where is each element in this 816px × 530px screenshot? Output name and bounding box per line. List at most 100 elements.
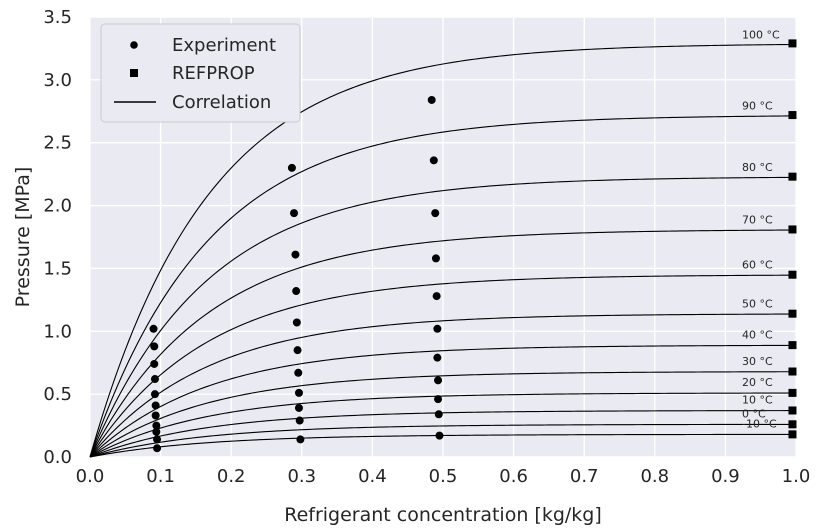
- x-tick-label: 0.9: [711, 466, 740, 487]
- curve-label: 80 °C: [742, 161, 773, 174]
- experiment-point: [292, 287, 301, 296]
- experiment-point: [431, 254, 440, 263]
- refprop-point: [788, 341, 797, 350]
- y-tick-label: 1.5: [43, 258, 72, 279]
- correlation-curve: [89, 344, 797, 458]
- y-tick-label: 1.0: [43, 321, 72, 342]
- experiment-point: [296, 435, 305, 444]
- refprop-point: [788, 406, 797, 415]
- experiment-point: [292, 318, 301, 327]
- curve-label: 70 °C: [742, 213, 773, 226]
- experiment-point: [294, 368, 303, 377]
- x-tick-label: 0.8: [640, 466, 669, 487]
- y-tick-labels: 0.0 0.5 1.0 1.5 2.0 2.5 3.0 3.5: [43, 7, 72, 468]
- experiment-point: [151, 411, 160, 420]
- curve-label: 100 °C: [742, 28, 780, 41]
- x-tick-label: 0.4: [358, 466, 387, 487]
- x-tick-label: 0.0: [76, 466, 105, 487]
- experiment-point: [293, 346, 302, 355]
- curve-label: 60 °C: [742, 259, 773, 272]
- curve-label: -10 °C: [742, 417, 777, 430]
- x-tick-label: 0.3: [287, 466, 316, 487]
- legend: Experiment REFPROP Correlation: [100, 23, 301, 123]
- curve-label: 30 °C: [742, 355, 773, 368]
- correlation-curve: [89, 410, 796, 458]
- legend-experiment-label: Experiment: [172, 35, 276, 56]
- refprop-point: [788, 39, 797, 48]
- correlation-curve: [89, 229, 797, 458]
- refprop-point: [788, 420, 797, 429]
- correlation-curve: [89, 313, 797, 458]
- refprop-points: [788, 39, 797, 439]
- experiment-point: [434, 410, 443, 419]
- x-tick-label: 0.7: [570, 466, 599, 487]
- curve-label: 20 °C: [742, 376, 773, 389]
- experiment-point: [294, 403, 303, 412]
- refprop-point: [788, 430, 797, 439]
- curve-labels: -10 °C0 °C10 °C 20 °C 30 °C 40 °C 50 °C 60 °C…: [742, 28, 780, 430]
- correlation-curves: [89, 43, 797, 458]
- experiment-point: [295, 416, 304, 425]
- legend-refprop-label: REFPROP: [172, 63, 255, 84]
- legend-refprop-marker: [130, 69, 138, 77]
- x-tick-label: 0.6: [499, 466, 528, 487]
- y-tick-label: 0.0: [43, 447, 72, 468]
- correlation-curve: [89, 274, 797, 458]
- correlation-curve: [89, 43, 797, 458]
- refprop-point: [788, 388, 797, 397]
- experiment-point: [287, 163, 296, 172]
- refprop-point: [788, 111, 797, 120]
- x-tick-label: 0.2: [217, 466, 246, 487]
- y-tick-label: 2.5: [43, 133, 72, 154]
- refprop-point: [788, 367, 797, 376]
- y-tick-label: 3.5: [43, 7, 72, 28]
- curve-label: 90 °C: [742, 100, 773, 113]
- experiment-point: [150, 342, 159, 351]
- experiment-point: [153, 444, 162, 453]
- experiment-point: [290, 209, 299, 218]
- correlation-curve: [89, 115, 797, 458]
- experiment-point: [433, 324, 442, 333]
- refprop-point: [788, 172, 797, 181]
- x-tick-label: 0.5: [429, 466, 458, 487]
- experiment-point: [433, 353, 442, 362]
- correlation-curve: [89, 371, 796, 458]
- x-tick-label: 1.0: [782, 466, 811, 487]
- experiment-point: [294, 388, 303, 397]
- experiment-point: [153, 435, 162, 444]
- correlation-curve: [89, 176, 797, 458]
- experiment-point: [435, 431, 444, 440]
- legend-correlation-label: Correlation: [172, 92, 271, 113]
- legend-experiment-marker: [130, 41, 138, 49]
- correlation-curve: [89, 423, 796, 458]
- correlation-curve: [89, 392, 797, 458]
- experiment-point: [427, 95, 436, 104]
- experiment-point: [151, 401, 160, 410]
- y-tick-label: 0.5: [43, 384, 72, 405]
- curve-label: 10 °C: [742, 394, 773, 407]
- x-axis-label: Refrigerant concentration [kg/kg]: [284, 504, 602, 526]
- experiment-point: [150, 375, 159, 384]
- refprop-point: [788, 309, 797, 318]
- experiment-point: [152, 421, 161, 430]
- curve-label: 50 °C: [742, 297, 773, 310]
- experiment-points: [149, 95, 444, 453]
- experiment-point: [291, 250, 300, 259]
- y-axis-label: Pressure [MPa]: [12, 167, 34, 308]
- x-tick-labels: 0.0 0.1 0.2 0.3 0.4 0.5 0.6 0.7 0.8 0.9 1.0: [76, 466, 811, 487]
- experiment-point: [150, 359, 159, 368]
- experiment-point: [149, 324, 158, 333]
- curve-label: 40 °C: [742, 329, 773, 342]
- experiment-point: [431, 209, 440, 218]
- y-tick-label: 2.0: [43, 196, 72, 217]
- y-tick-label: 3.0: [43, 70, 72, 91]
- experiment-point: [432, 292, 441, 301]
- curve-label: 0 °C: [742, 407, 766, 420]
- experiment-point: [429, 156, 438, 165]
- refprop-point: [788, 225, 797, 234]
- experiment-point: [150, 390, 159, 399]
- experiment-point: [434, 376, 443, 385]
- experiment-point: [434, 395, 443, 404]
- legend-box: [100, 23, 301, 123]
